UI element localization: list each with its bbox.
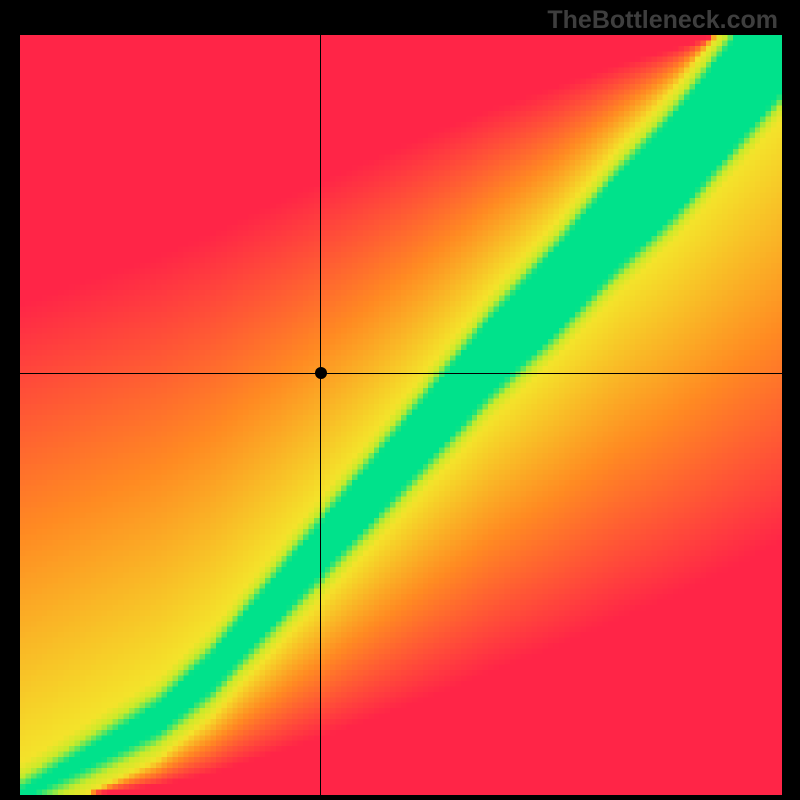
marker-point	[315, 367, 327, 379]
watermark-text: TheBottleneck.com	[547, 6, 778, 35]
crosshair-horizontal	[20, 373, 782, 374]
crosshair-vertical	[320, 35, 321, 795]
heatmap-canvas	[20, 35, 782, 795]
chart-container: TheBottleneck.com	[0, 0, 800, 800]
